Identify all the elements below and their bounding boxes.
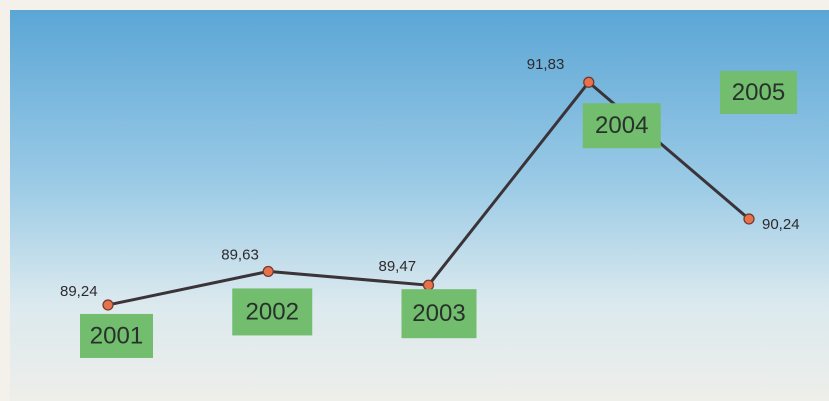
data-point — [743, 213, 755, 225]
value-label: 90,24 — [762, 216, 800, 233]
category-label: 2005 — [732, 79, 785, 106]
category-label: 2004 — [595, 112, 648, 139]
category-box — [401, 289, 477, 339]
data-point — [583, 76, 595, 88]
value-label: 89,63 — [221, 246, 259, 263]
data-point — [262, 265, 274, 278]
category-box — [582, 103, 661, 149]
data-point — [422, 279, 435, 291]
category-box — [232, 288, 313, 336]
category-label: 2003 — [412, 300, 465, 327]
category-label: 2001 — [90, 322, 143, 349]
value-label: 89,24 — [60, 283, 98, 300]
data-point — [102, 299, 114, 311]
category-label: 2002 — [246, 298, 299, 325]
category-box — [720, 70, 797, 114]
value-label: 89,47 — [379, 258, 417, 275]
category-box — [80, 313, 153, 358]
value-label: 91,83 — [527, 56, 565, 73]
